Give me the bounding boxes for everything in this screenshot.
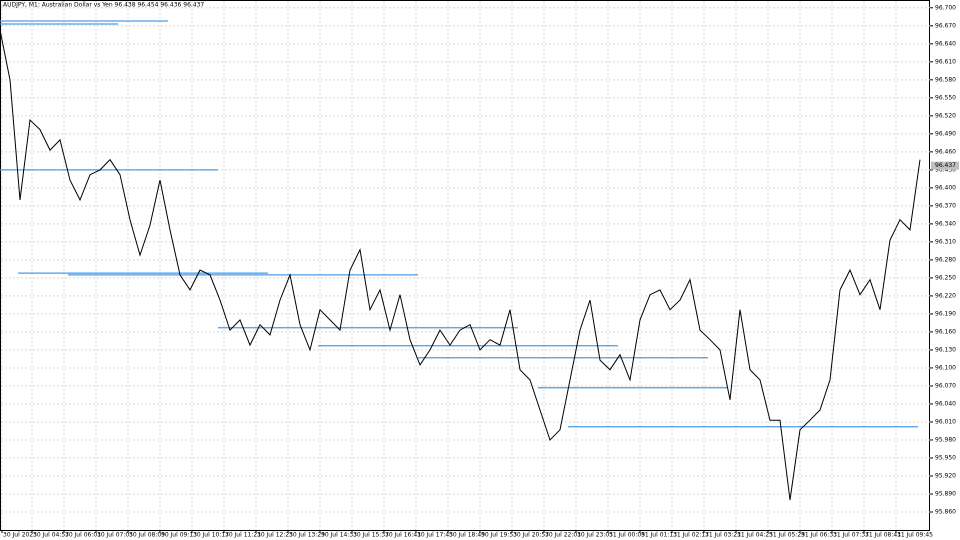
x-tick-label: 30 Jul 19:53 [481,532,517,539]
x-tick-label: 31 Jul 06:33 [801,532,837,539]
y-tick-label: 96.040 [935,400,956,407]
x-tick-label: 30 Jul 09:13 [161,532,197,539]
x-tick-label: 30 Jul 15:37 [353,532,389,539]
y-tick-label: 96.640 [935,40,956,47]
x-tick-label: 30 Jul 14:33 [321,532,357,539]
y-tick-label: 96.550 [935,94,956,101]
x-tick-label: 31 Jul 00:09 [609,532,645,539]
plot-border [0,0,930,531]
x-tick-label: 30 Jul 20:57 [513,532,549,539]
x-tick-label: 31 Jul 01:13 [641,532,677,539]
y-tick-label: 96.250 [935,274,956,281]
y-tick-label: 96.610 [935,58,956,65]
current-price-label: 96.437 [935,162,956,169]
y-tick-label: 96.340 [935,220,956,227]
y-tick-label: 96.310 [935,238,956,245]
price-line [0,29,921,501]
y-tick-label: 95.950 [935,454,956,461]
x-tick-label: 30 Jul 22:01 [545,532,581,539]
x-tick-label: 30 Jul 17:45 [417,532,453,539]
y-tick-label: 95.860 [935,508,956,515]
y-tick-label: 95.890 [935,490,956,497]
y-tick-label: 96.220 [935,292,956,299]
x-tick-label: 30 Jul 16:41 [385,532,421,539]
y-tick-label: 96.160 [935,328,956,335]
y-tick-label: 96.490 [935,130,956,137]
x-tick-label: 31 Jul 08:41 [865,532,901,539]
y-tick-label: 96.130 [935,346,956,353]
x-tick-label: 31 Jul 02:17 [673,532,709,539]
x-tick-label: 30 Jul 11:21 [225,532,261,539]
x-tick-label: 30 Jul 04:57 [33,532,69,539]
y-tick-label: 96.460 [935,148,956,155]
x-tick-label: 30 Jul 18:49 [449,532,485,539]
x-tick-label: 30 Jul 2025 [3,532,37,539]
y-tick-label: 96.190 [935,310,956,317]
y-tick-label: 96.520 [935,112,956,119]
y-tick-label: 96.280 [935,256,956,263]
y-tick-label: 96.370 [935,202,956,209]
y-tick-label: 95.920 [935,472,956,479]
y-tick-label: 96.100 [935,364,956,371]
x-tick-label: 31 Jul 09:45 [897,532,933,539]
y-tick-label: 96.700 [935,4,956,11]
x-tick-label: 30 Jul 06:01 [65,532,101,539]
x-tick-label: 30 Jul 23:05 [577,532,613,539]
y-tick-label: 96.430 [935,166,956,173]
y-tick-label: 96.670 [935,22,956,29]
x-tick-label: 31 Jul 07:37 [833,532,869,539]
y-tick-label: 96.070 [935,382,956,389]
chart-title: AUDJPY, M1: Australian Dollar vs Yen 96.… [3,2,204,9]
x-tick-label: 30 Jul 10:17 [193,532,229,539]
current-price-box [931,161,959,170]
y-tick-label: 96.580 [935,76,956,83]
x-tick-label: 30 Jul 13:29 [289,532,325,539]
x-tick-label: 31 Jul 04:25 [737,532,773,539]
y-tick-label: 96.010 [935,418,956,425]
y-tick-label: 96.400 [935,184,956,191]
y-tick-label: 95.980 [935,436,956,443]
x-tick-label: 30 Jul 12:25 [257,532,293,539]
x-tick-label: 30 Jul 07:05 [97,532,133,539]
x-tick-label: 31 Jul 03:21 [705,532,741,539]
x-tick-label: 31 Jul 05:29 [769,532,805,539]
x-tick-label: 30 Jul 08:09 [129,532,165,539]
